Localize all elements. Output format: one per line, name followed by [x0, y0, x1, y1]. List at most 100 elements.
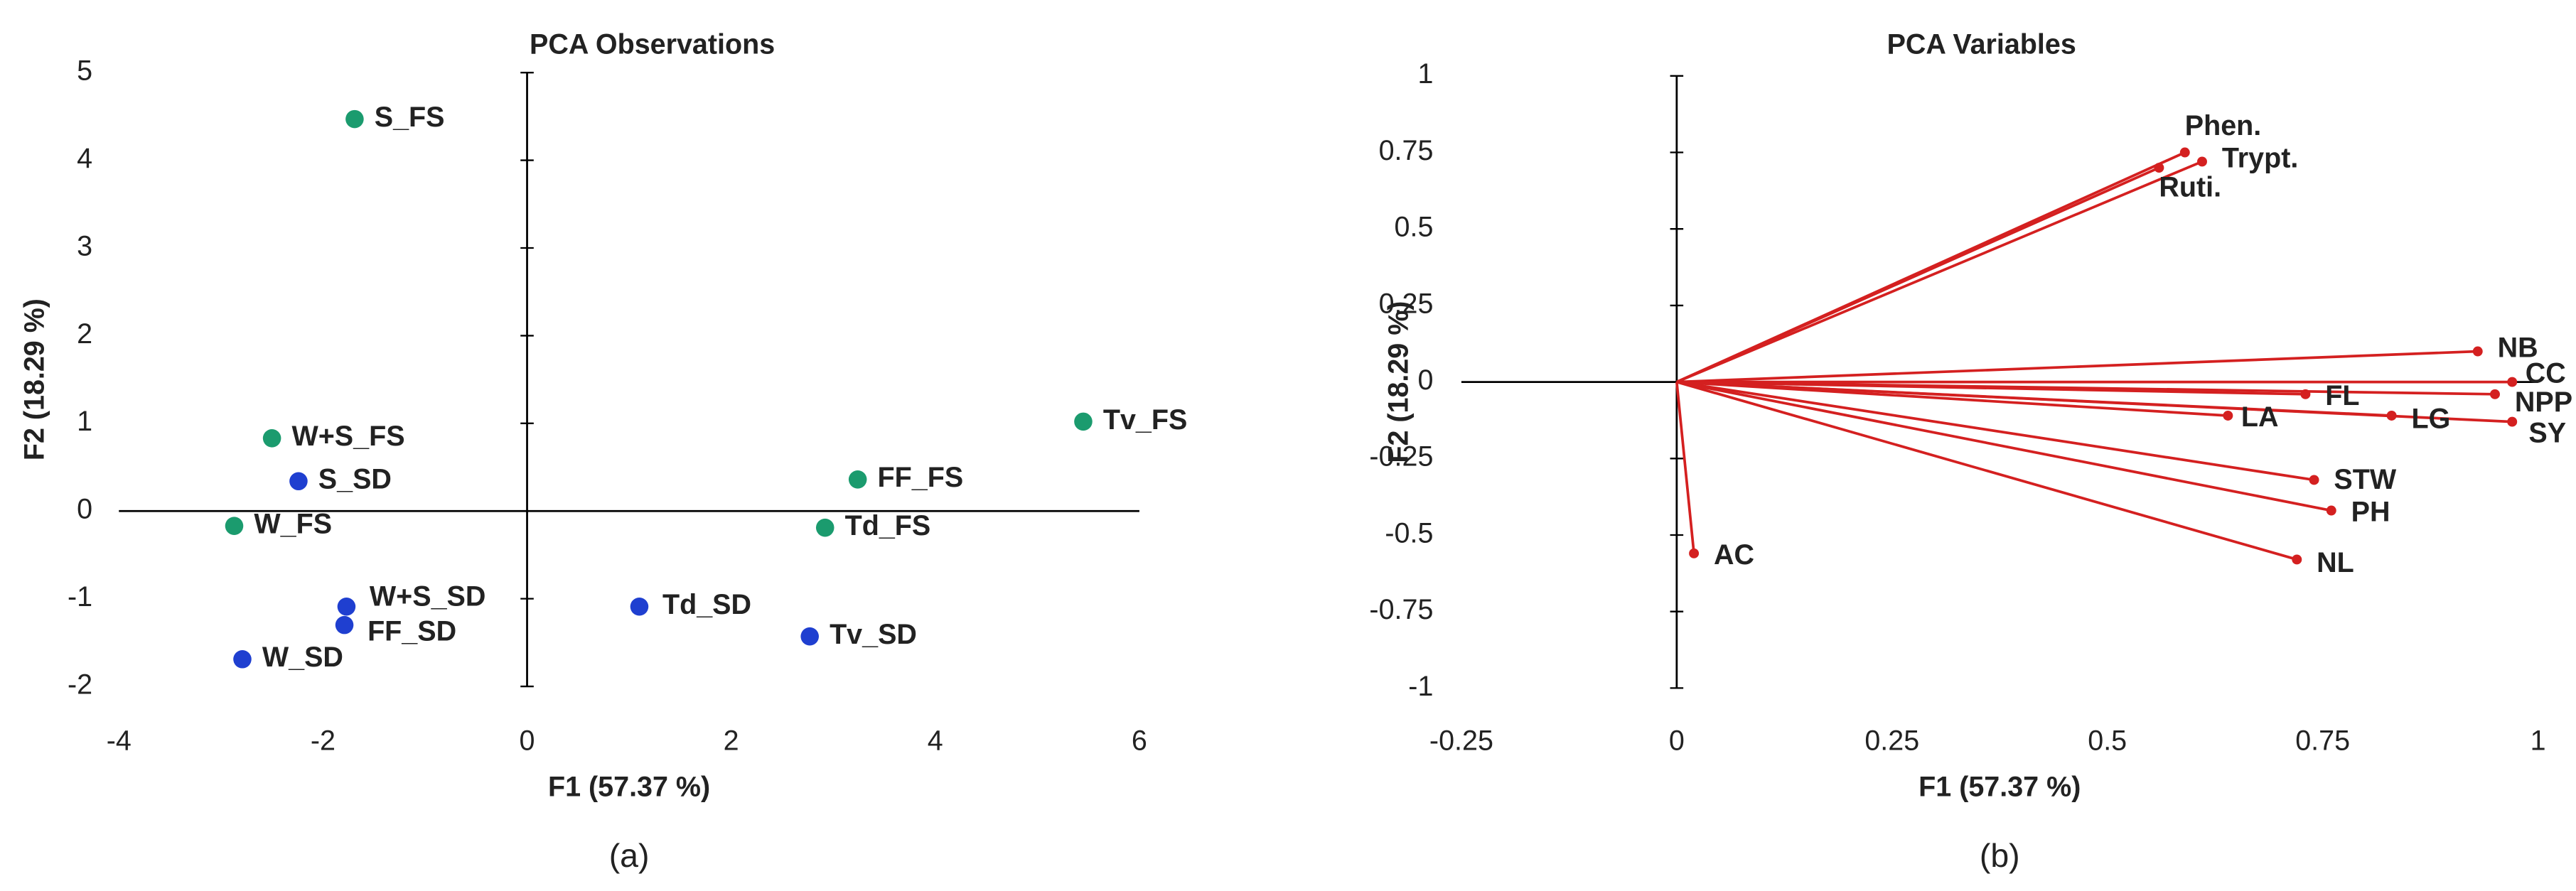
chart-title: PCA Observations [530, 28, 775, 60]
y-tick-label: 2 [77, 318, 92, 350]
loading-vector [1676, 160, 2203, 384]
point-label: CC [2526, 358, 2566, 389]
vector-tip [2326, 505, 2336, 516]
point [337, 597, 356, 616]
x-tick-label: 4 [928, 725, 943, 756]
x-tick-label: 2 [724, 725, 739, 756]
loading-vector [1676, 350, 2478, 384]
vector-tip [2472, 346, 2483, 357]
point [1074, 412, 1093, 431]
chart-title: PCA Variables [1887, 28, 2076, 60]
y-tick-label: 4 [77, 143, 92, 174]
point-label: Phen. [2185, 110, 2261, 141]
vector-tip [2490, 389, 2500, 399]
y-tick-label: 5 [77, 55, 92, 87]
x-tick-label: 0.75 [2295, 725, 2350, 756]
point-label: FF_SD [367, 616, 456, 647]
x-axis-label: F1 (57.37 %) [1918, 771, 2081, 802]
vector-tip [2154, 163, 2164, 173]
loading-vector [1676, 380, 2392, 417]
point [335, 615, 354, 634]
point [225, 517, 244, 535]
point [630, 597, 649, 616]
point-label: W_FS [254, 509, 332, 540]
point-label: FL [2325, 380, 2359, 411]
y-tick-label: 0.75 [1379, 135, 1434, 166]
point-label: Trypt. [2222, 143, 2298, 174]
point-label: W+S_FS [291, 421, 404, 452]
x-axis-label: F1 (57.37 %) [548, 771, 710, 802]
point-label: Td_FS [845, 510, 931, 541]
point-label: W+S_SD [370, 581, 485, 612]
point-label: Tv_FS [1103, 404, 1187, 436]
y-tick-label: -2 [68, 669, 92, 700]
x-tick-label: 0.25 [1864, 725, 1919, 756]
point-label: NPP [2515, 387, 2572, 418]
point [233, 650, 252, 669]
y-tick-label: 0.5 [1395, 212, 1434, 243]
vector-tip [2292, 554, 2302, 565]
loading-vector [1676, 380, 2228, 417]
loading-vector [1676, 380, 2332, 512]
y-tick-label: -1 [1408, 671, 1433, 702]
x-tick-label: 6 [1132, 725, 1147, 756]
point-label: NB [2498, 333, 2538, 364]
point-label: SY [2528, 418, 2566, 449]
point [262, 429, 281, 448]
x-tick-label: 0.5 [2088, 725, 2127, 756]
vector-tip [2507, 377, 2518, 387]
point [848, 470, 867, 489]
vector-tip [1689, 548, 1700, 558]
x-tick-label: 0 [520, 725, 535, 756]
x-tick-label: -0.25 [1429, 725, 1493, 756]
x-tick-label: 0 [1669, 725, 1685, 756]
point [345, 109, 364, 129]
x-tick-label: -2 [311, 725, 336, 756]
caption: (b) [1980, 837, 2020, 874]
vector-tip [2386, 411, 2397, 421]
point-label: AC [1714, 539, 1754, 571]
loading-vector [1676, 380, 2306, 396]
loading-vector [1675, 382, 1695, 554]
point-label: Td_SD [662, 589, 751, 620]
point-label: W_SD [262, 642, 343, 673]
y-axis-label: F2 (18.29 %) [19, 298, 50, 460]
point-label: NL [2317, 547, 2354, 578]
point-label: Ruti. [2159, 172, 2221, 203]
vector-tip [2507, 416, 2518, 427]
vector-tip [2309, 475, 2319, 485]
point-label: Tv_SD [830, 619, 917, 650]
vector-tip [2197, 156, 2207, 167]
y-tick-label: -0.25 [1369, 441, 1433, 472]
point [289, 472, 308, 491]
caption: (a) [609, 837, 650, 874]
y-tick-label: 0.25 [1379, 288, 1434, 319]
point-label: LG [2411, 403, 2450, 434]
point-label: STW [2334, 464, 2396, 495]
y-tick-label: -1 [68, 581, 92, 612]
vector-tip [2300, 389, 2311, 399]
loading-vector [1676, 166, 2160, 384]
loading-vector [1676, 380, 2297, 561]
point-label: S_FS [375, 102, 445, 133]
loading-vector [1676, 380, 2314, 482]
point-label: S_SD [318, 464, 392, 495]
y-tick-label: -0.5 [1385, 517, 1433, 549]
y-tick-label: -0.75 [1369, 594, 1433, 625]
vector-tip [2223, 411, 2233, 421]
y-tick-label: 1 [77, 406, 92, 437]
point-label: PH [2351, 497, 2390, 528]
point-label: LA [2241, 401, 2279, 433]
y-axis-label: F2 (18.29 %) [1383, 301, 1414, 463]
y-tick-label: 1 [1417, 58, 1433, 90]
y-tick-label: 0 [1417, 364, 1433, 396]
point [815, 518, 834, 537]
vector-tip [2179, 147, 2190, 158]
point-label: FF_FS [878, 462, 964, 493]
x-tick-label: -4 [107, 725, 132, 756]
point [800, 627, 819, 646]
x-tick-label: 1 [2531, 725, 2546, 756]
y-tick-label: 0 [77, 494, 92, 525]
